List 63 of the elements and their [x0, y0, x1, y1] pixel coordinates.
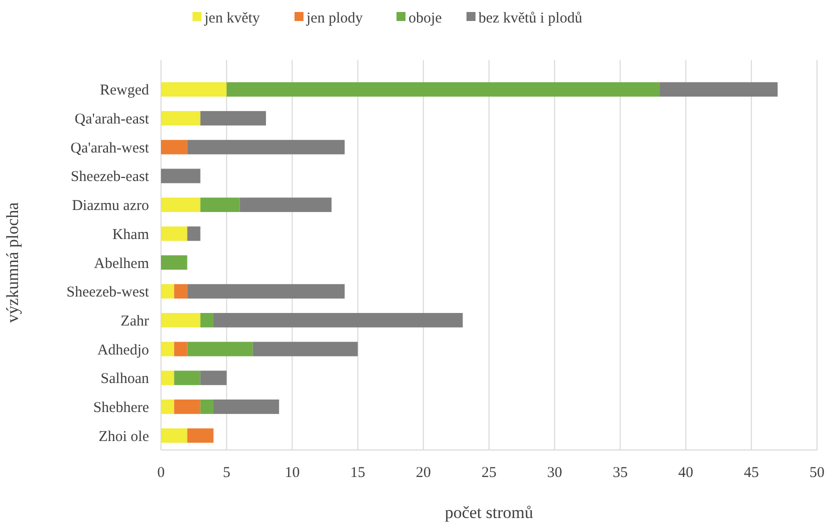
y-tick-label: Zhoi ole [98, 428, 150, 445]
bar [161, 428, 188, 443]
bar [161, 400, 174, 414]
y-tick-label: Abelhem [94, 256, 150, 272]
x-tick-label: 25 [482, 465, 496, 481]
y-tick-label: Zahr [120, 313, 149, 330]
bar [174, 400, 200, 414]
y-tick-label: Adhedjo [97, 342, 149, 358]
x-tick-label: 45 [744, 465, 759, 481]
bar [161, 370, 174, 386]
y-tick-label: Rewged [100, 82, 150, 99]
x-tick-label: 50 [810, 465, 824, 481]
bar [240, 198, 332, 212]
bar [161, 255, 188, 270]
bar [226, 82, 660, 97]
bar [200, 312, 214, 328]
y-tick-label: Shebhere [93, 400, 150, 416]
bar [161, 111, 200, 126]
y-tick-label: Qa'arah-west [70, 140, 150, 156]
x-tick-label: 35 [612, 465, 628, 481]
x-tick-label: 30 [547, 465, 562, 481]
legend-label: bez květů i plodů [478, 10, 583, 26]
bar [161, 312, 200, 328]
legend-label: jen květy [204, 10, 260, 26]
x-tick-label: 40 [678, 465, 694, 481]
bar [200, 198, 240, 212]
x-tick-label: 10 [284, 465, 300, 481]
y-tick-label: Salhoan [100, 371, 150, 388]
bar [200, 400, 214, 414]
bar [174, 284, 188, 299]
bar [187, 226, 200, 241]
x-tick-label: 15 [350, 465, 366, 481]
x-tick-label: 0 [157, 465, 165, 481]
bar [200, 370, 227, 386]
bar [187, 284, 345, 299]
y-tick-label: Diazmu azro [72, 198, 149, 214]
bar [187, 342, 253, 356]
legend-label: jen plody [306, 10, 364, 26]
bar [187, 140, 345, 154]
y-tick-label: Kham [112, 226, 150, 243]
y-tick-label: Sheezeb-east [70, 169, 150, 186]
bar [161, 168, 200, 184]
bar [161, 284, 174, 299]
bar [174, 342, 188, 356]
bar [161, 198, 200, 212]
bar [161, 82, 227, 97]
bar [213, 400, 280, 414]
bar [161, 140, 188, 154]
bar [660, 82, 778, 97]
bar [252, 342, 358, 356]
bar [200, 111, 266, 126]
y-axis-title: výzkumná plocha [3, 202, 22, 323]
bar [213, 312, 463, 328]
bar [174, 370, 200, 386]
y-tick-label: Qa'arah-east [74, 112, 150, 128]
legend-label: oboje [408, 10, 442, 26]
x-tick-label: 20 [416, 465, 431, 481]
y-tick-label: Sheezeb-west [66, 284, 150, 301]
x-axis-title: počet stromů [444, 503, 534, 522]
x-tick-label: 5 [222, 465, 230, 481]
bar [187, 428, 214, 443]
bar [161, 226, 188, 241]
bar [161, 342, 174, 356]
